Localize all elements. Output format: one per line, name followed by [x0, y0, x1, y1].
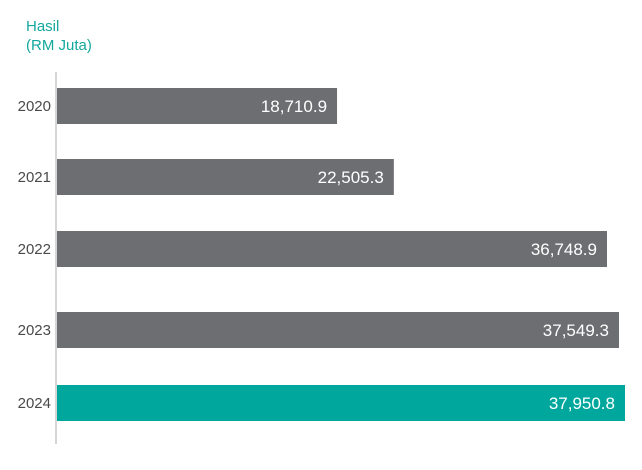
value-label-2024: 37,950.8	[549, 394, 615, 413]
bar-2021	[57, 159, 394, 195]
category-labels-group: 2020 2021 2022 2023 2024	[18, 98, 51, 412]
bar-2020	[57, 88, 338, 124]
bar-2023	[57, 312, 619, 348]
chart-title-line-1: Hasil	[26, 18, 59, 35]
value-labels-group: 18,710.9 22,505.3 36,748.9 37,549.3 37,950.8	[261, 97, 615, 413]
bars-group	[57, 88, 625, 421]
value-label-2021: 22,505.3	[318, 168, 384, 187]
category-label-2020: 2020	[18, 98, 51, 115]
value-label-2022: 36,748.9	[531, 240, 597, 259]
category-label-2024: 2024	[18, 395, 51, 412]
value-label-2023: 37,549.3	[543, 321, 609, 340]
category-label-2022: 2022	[18, 241, 51, 258]
bar-2024	[57, 385, 625, 421]
chart-title: Hasil (RM Juta)	[26, 18, 92, 54]
category-label-2021: 2021	[18, 169, 51, 186]
category-label-2023: 2023	[18, 322, 51, 339]
bar-2022	[57, 231, 608, 267]
chart-title-line-2: (RM Juta)	[26, 37, 92, 54]
value-label-2020: 18,710.9	[261, 97, 327, 116]
